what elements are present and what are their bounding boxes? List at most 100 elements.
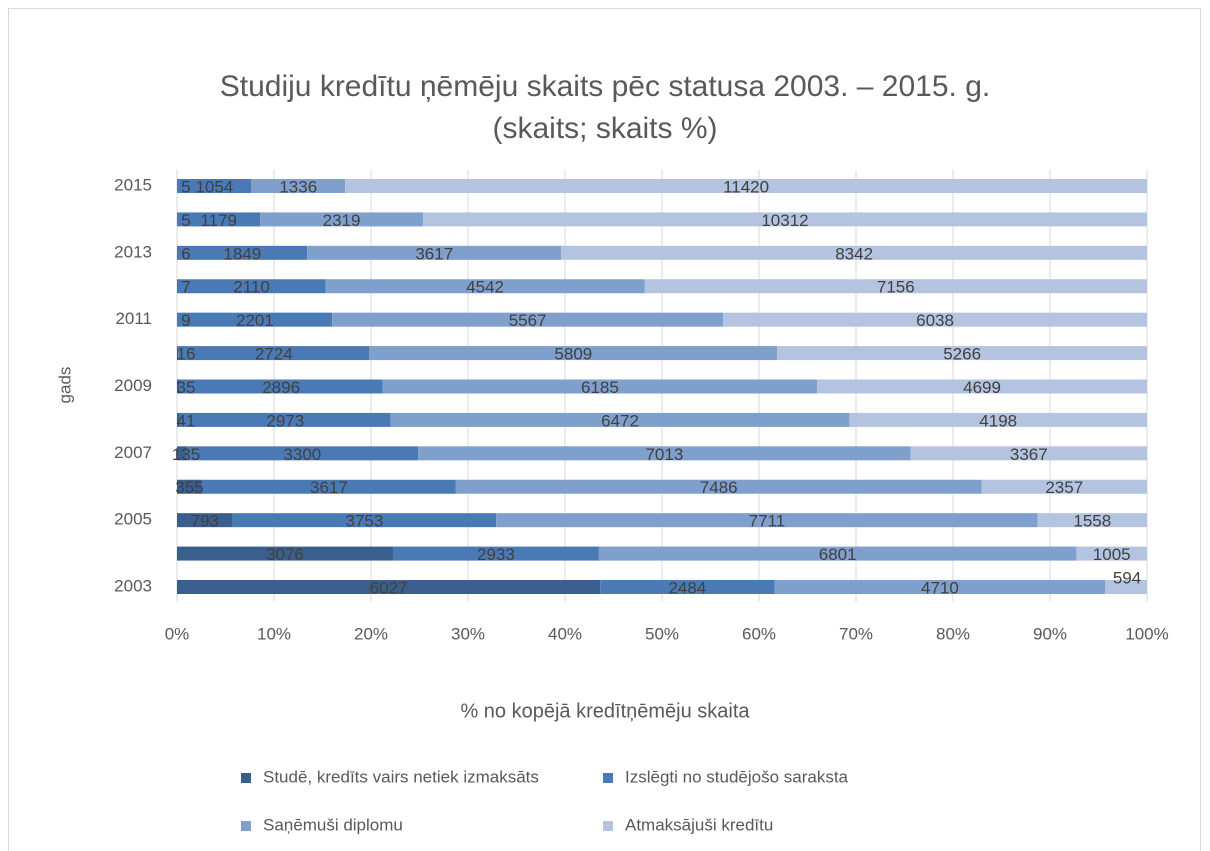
bar-segment	[186, 446, 419, 461]
bar-segment	[177, 412, 180, 427]
bar-segment	[849, 412, 1147, 427]
data-label: 2933	[477, 545, 515, 564]
bar-segment	[177, 245, 308, 260]
bar-segment	[817, 379, 1147, 394]
bar-segment	[177, 279, 326, 294]
bar-segment	[177, 179, 252, 193]
data-label: 2724	[255, 345, 293, 364]
data-label: 4198	[979, 411, 1017, 430]
bar-segment	[232, 513, 497, 528]
data-label: 4710	[921, 578, 959, 597]
data-label: 2973	[266, 411, 304, 430]
bar-segment	[910, 446, 1147, 461]
bar-segment	[981, 479, 1147, 494]
data-label: 6185	[581, 378, 619, 397]
data-label: 5809	[554, 345, 592, 364]
legend-label: Atmaksājuši kredītu	[625, 815, 773, 834]
data-label: 3076	[266, 545, 304, 564]
bar-segment	[345, 179, 1148, 193]
chart-frame	[8, 8, 1201, 851]
legend-swatch	[603, 773, 613, 783]
data-label: 4542	[466, 278, 504, 297]
bar-segment	[177, 346, 179, 361]
bar-segment	[422, 212, 1147, 227]
data-label: 11420	[723, 177, 769, 196]
bar-segment	[1105, 580, 1147, 594]
legend-swatch	[603, 821, 613, 831]
data-label: 793	[191, 512, 219, 531]
bar-segment	[774, 580, 1106, 594]
y-tick-label: 2007	[114, 443, 152, 462]
data-label: 3753	[346, 512, 384, 531]
bar-segment	[332, 312, 724, 327]
legend-label: Izslēgti no studējošo saraksta	[625, 767, 849, 786]
bar-segment	[177, 212, 261, 227]
bar-segment	[455, 479, 982, 494]
bar-segment	[1076, 546, 1147, 561]
data-label: 2357	[1045, 478, 1083, 497]
data-label: 8342	[835, 244, 873, 263]
data-label: 3617	[310, 478, 348, 497]
data-label: 2319	[323, 211, 361, 230]
data-label: 1005	[1093, 545, 1131, 564]
x-tick-label: 30%	[451, 624, 485, 643]
y-tick-label: 2015	[114, 175, 152, 194]
legend-swatch	[241, 773, 251, 783]
bar-segment	[369, 346, 778, 361]
data-label: 41	[177, 411, 196, 430]
x-tick-label: 10%	[257, 624, 291, 643]
x-tick-label: 50%	[645, 624, 679, 643]
y-tick-label: 2009	[114, 376, 152, 395]
x-tick-label: 40%	[548, 624, 582, 643]
bar-segment	[418, 446, 911, 461]
x-tick-label: 20%	[354, 624, 388, 643]
bar-segment	[177, 312, 333, 327]
data-label: 7486	[700, 478, 738, 497]
data-label: 5567	[509, 311, 547, 330]
data-label: 2484	[668, 578, 706, 597]
legend-label: Saņēmuši diplomu	[263, 815, 403, 834]
chart-title: Studiju kredītu ņēmēju skaits pēc status…	[220, 70, 990, 103]
data-label: 7013	[645, 445, 683, 464]
chart-subtitle: (skaits; skaits %)	[492, 112, 717, 145]
bar-segment	[177, 546, 393, 561]
bar-segment	[177, 479, 202, 494]
bar-segment	[1037, 513, 1147, 528]
bar-segment	[260, 212, 423, 227]
data-label: 2896	[262, 378, 300, 397]
data-label: 7711	[749, 512, 786, 531]
bar-segment	[600, 580, 775, 594]
bar-segment	[201, 479, 456, 494]
data-label: 35	[177, 378, 196, 397]
data-label: 1179	[200, 211, 237, 230]
bar-segment	[177, 379, 180, 394]
data-label: 16	[177, 345, 196, 364]
data-label: 5	[181, 177, 190, 196]
data-label: 6472	[601, 411, 639, 430]
data-label: 1054	[195, 177, 233, 196]
x-tick-label: 0%	[165, 624, 190, 643]
x-tick-label: 90%	[1033, 624, 1067, 643]
data-label: 355	[175, 478, 203, 497]
data-label: 3367	[1010, 445, 1048, 464]
legend-swatch	[241, 821, 251, 831]
data-label: 1336	[279, 177, 317, 196]
y-tick-label: 2005	[114, 510, 152, 529]
bar-segment	[325, 279, 645, 294]
bar-segment	[644, 279, 1147, 294]
data-label: 6	[181, 244, 190, 263]
x-axis-label: % no kopējā kredītņēmēju skaita	[460, 700, 750, 722]
x-tick-label: 100%	[1125, 624, 1168, 643]
data-label: 1558	[1073, 512, 1111, 531]
data-label: 594	[1113, 568, 1141, 587]
bar-segment	[179, 379, 383, 394]
bar-segment	[307, 245, 562, 260]
bar-segment	[179, 412, 391, 427]
data-label: 9	[181, 311, 190, 330]
data-label: 2201	[236, 311, 274, 330]
data-label: 135	[172, 445, 200, 464]
data-label: 3617	[415, 244, 453, 263]
data-label: 3300	[283, 445, 321, 464]
legend-label: Studē, kredīts vairs netiek izmaksāts	[263, 767, 539, 786]
